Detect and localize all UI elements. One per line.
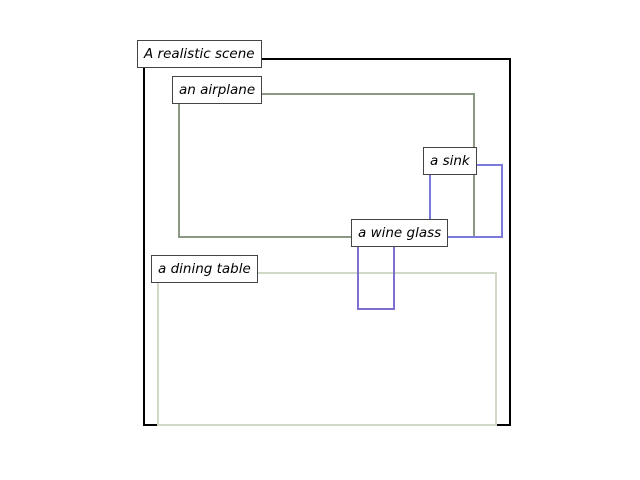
- dining-table-label: a dining table: [151, 255, 258, 283]
- dining-table-box: [157, 272, 497, 426]
- sink-label: a sink: [423, 147, 477, 175]
- scene-label: A realistic scene: [137, 40, 262, 68]
- airplane-label: an airplane: [172, 76, 263, 104]
- wine-glass-label: a wine glass: [351, 219, 449, 247]
- wine-glass-box: [357, 236, 395, 310]
